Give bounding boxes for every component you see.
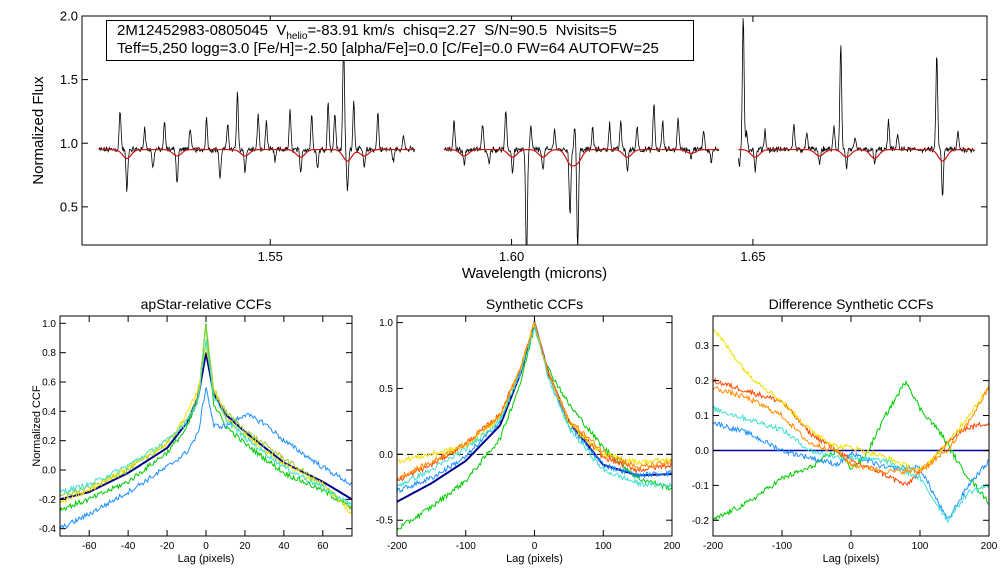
diff_ccf-xtick-label: -200 [703, 541, 723, 552]
apstar_ccf-xtick-label: -20 [160, 541, 175, 552]
spectrum-ylabel: Normalized Flux [30, 76, 47, 185]
synthetic_ccf-xtick-label: -200 [387, 541, 407, 552]
synthetic_ccf-series-visit-4 [397, 321, 672, 465]
diff_ccf-ytick-label: 0.1 [695, 411, 709, 422]
apstar_ccf-ytick-label: 0.4 [42, 407, 56, 418]
apstar_ccf-xlabel: Lag (pixels) [178, 553, 235, 565]
spectrum-observed-chip-1 [98, 46, 415, 192]
vhelio-value: =-83.91 km/s [307, 22, 395, 39]
diff_ccf-xtick-label: 0 [848, 541, 854, 552]
apstar_ccf-ytick-label: -0.4 [39, 524, 57, 535]
apstar_ccf-ytick-label: -0.2 [39, 495, 57, 506]
diff_ccf-series-visit-1 [713, 379, 989, 522]
apstar_ccf-series-visit-2 [60, 387, 352, 531]
chisq: chisq=2.27 [402, 22, 476, 39]
diff_ccf-ytick-label: 0.3 [695, 341, 709, 352]
spectrum-model-chip-1 [98, 148, 414, 162]
diff_ccf-ytick-label: 0.2 [695, 376, 709, 387]
apstar_ccf-title: apStar-relative CCFs [141, 296, 272, 312]
spectrum-ytick-label: 1.0 [60, 136, 78, 151]
spectrum-xtick-label: 1.65 [740, 249, 765, 264]
synthetic_ccf-series-visit-5 [397, 325, 672, 489]
nvisits: Nvisits=5 [555, 22, 617, 39]
apstar_ccf-xtick-label: -40 [121, 541, 136, 552]
apstar_ccf-xtick-label: 60 [317, 541, 329, 552]
synthetic_ccf-xtick-label: 0 [532, 541, 538, 552]
synthetic_ccf-series-visit-6 [397, 320, 672, 481]
synthetic_ccf-series-visit-2 [397, 322, 672, 494]
synthetic_ccf-ytick-label: -0.5 [376, 516, 394, 527]
apstar_ccf-xtick-label: 0 [203, 541, 209, 552]
synthetic_ccf-ytick-label: 1.0 [379, 318, 393, 329]
apstar_ccf-ytick-label: 0.2 [42, 436, 56, 447]
synthetic_ccf-xtick-label: 100 [595, 541, 612, 552]
diff_ccf-series-visit-2 [713, 421, 989, 520]
diff_ccf-ytick-label: 0.0 [695, 446, 709, 457]
apstar_ccf-frame [59, 315, 353, 537]
vhelio-subscript: helio [286, 31, 308, 42]
spectrum-frame [81, 15, 988, 246]
synthetic_ccf-title: Synthetic CCFs [486, 296, 583, 312]
spectrum-ytick-label: 1.5 [60, 72, 78, 87]
synthetic_ccf-xtick-label: 200 [664, 541, 681, 552]
diff_ccf-series-visit-4 [713, 328, 989, 474]
apstar_ccf-xtick-label: 20 [239, 541, 251, 552]
diff_ccf-frame [712, 315, 990, 537]
diff_ccf-title: Difference Synthetic CCFs [769, 296, 934, 312]
spectrum-xtick-label: 1.60 [499, 249, 524, 264]
spectrum-xtick-label: 1.55 [258, 249, 283, 264]
apstar_ccf-ylabel: Normalized CCF [31, 385, 43, 467]
diff_ccf-series-visit-6 [713, 385, 989, 476]
info-box: 2M12452983-0805045 Vhelio=-83.91 km/s ch… [106, 20, 694, 61]
diff_ccf-xtick-label: 200 [981, 541, 998, 552]
diff_ccf-ytick-label: -0.2 [692, 516, 710, 527]
apstar_ccf-ytick-label: 1.0 [42, 319, 56, 330]
info-line-1: 2M12452983-0805045 Vhelio=-83.91 km/s ch… [117, 22, 617, 42]
synthetic_ccf-series-visit-1 [397, 325, 672, 531]
apstar_ccf-series-visit-4 [60, 343, 352, 515]
apstar_ccf-ytick-label: 0.8 [42, 348, 56, 359]
spectrum-ytick-label: 2.0 [60, 9, 78, 24]
synthetic_ccf-ytick-label: 0.5 [379, 384, 393, 395]
diff_ccf-xlabel: Lag (pixels) [823, 553, 880, 565]
apstar_ccf-series-average [60, 352, 352, 501]
diff_ccf-xtick-label: 100 [912, 541, 929, 552]
snr: S/N=90.5 [484, 22, 548, 39]
spectrum-model-chip-2 [444, 148, 718, 167]
diff_ccf-ytick-label: -0.1 [692, 481, 710, 492]
synthetic_ccf-series-visit-3 [397, 324, 672, 482]
apstar_ccf-ytick-label: 0.6 [42, 378, 56, 389]
diff_ccf-series-visit-5 [713, 405, 989, 524]
synthetic_ccf-ytick-label: 0.0 [379, 450, 393, 461]
apstar_ccf-series-visit-5 [60, 339, 352, 507]
apstar_ccf-xtick-label: 40 [278, 541, 290, 552]
spectrum-xlabel: Wavelength (microns) [462, 265, 607, 282]
spectrum-plot-area [98, 18, 975, 245]
spectrum-ytick-label: 0.5 [60, 199, 78, 214]
vhelio-label: V [276, 22, 287, 39]
spectrum-observed-chip-3 [738, 18, 975, 196]
synthetic_ccf-plot-area [397, 318, 672, 531]
apstar_ccf-ytick-label: 0.0 [42, 466, 56, 477]
synthetic_ccf-xlabel: Lag (pixels) [506, 553, 563, 565]
apstar_ccf-series-visit-1 [60, 323, 352, 513]
star-id: 2M12452983-0805045 [117, 22, 268, 39]
diff_ccf-plot-area [713, 328, 989, 524]
apstar_ccf-plot-area [60, 323, 352, 531]
spectrum-observed-chip-2 [443, 104, 720, 245]
spectrum-model-chip-3 [738, 148, 974, 162]
synthetic_ccf-xtick-label: -100 [456, 541, 476, 552]
diff_ccf-xtick-label: -100 [772, 541, 792, 552]
info-line-2: Teff=5,250 logg=3.0 [Fe/H]=-2.50 [alpha/… [117, 40, 659, 57]
apstar_ccf-xtick-label: -60 [82, 541, 97, 552]
